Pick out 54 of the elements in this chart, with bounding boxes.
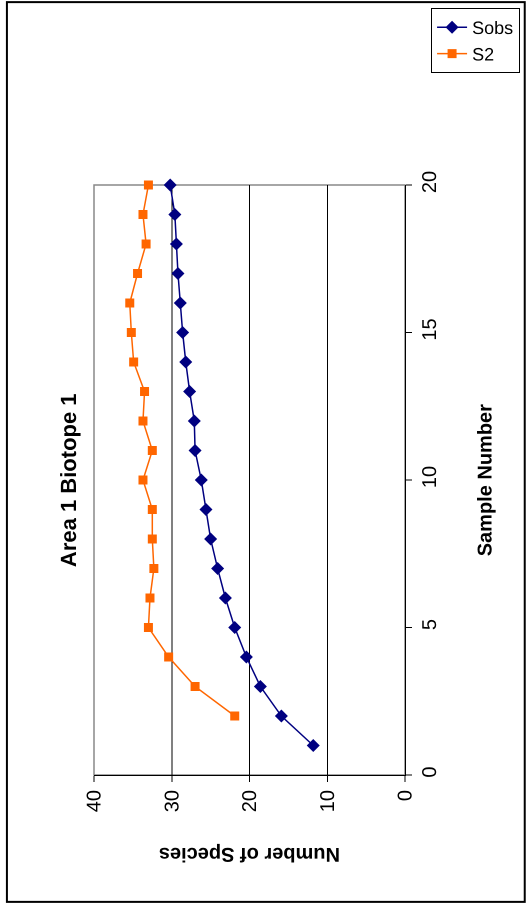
legend-label: Sobs <box>472 18 514 38</box>
point <box>126 328 136 337</box>
point <box>274 710 288 722</box>
point <box>142 240 151 248</box>
x-axis-title: Number of Species <box>158 842 340 865</box>
y-tick-label: 20 <box>419 170 441 194</box>
x-tick-label: 10 <box>316 790 339 812</box>
point <box>144 180 153 190</box>
point <box>183 385 196 398</box>
point <box>240 650 253 664</box>
y-tick-label: 10 <box>419 466 441 488</box>
point <box>211 562 224 575</box>
text: Area 1 Biotope 1 <box>56 393 82 568</box>
point <box>230 712 240 720</box>
point <box>129 358 138 366</box>
point <box>199 503 212 516</box>
point <box>176 326 190 339</box>
point <box>306 739 320 752</box>
point <box>138 416 148 426</box>
point <box>164 652 174 662</box>
point <box>138 476 148 484</box>
y-tick-label: 5 <box>419 618 441 630</box>
point <box>188 414 201 428</box>
y-axis-title: Sample Number <box>474 404 496 556</box>
point <box>228 621 242 634</box>
point <box>133 269 142 278</box>
point <box>148 446 157 455</box>
legend-label: S2 <box>472 44 494 65</box>
point <box>138 210 148 219</box>
point <box>174 296 187 310</box>
point <box>179 356 192 368</box>
point <box>218 592 232 604</box>
x-tick-label: 40 <box>84 790 106 812</box>
point <box>148 505 157 514</box>
point <box>144 623 153 632</box>
x-tick-label: 0 <box>394 790 416 802</box>
point <box>170 238 183 250</box>
point <box>164 178 177 192</box>
x-tick-label: 20 <box>239 790 261 812</box>
point <box>194 474 208 486</box>
point <box>140 387 150 396</box>
point <box>204 532 218 546</box>
point <box>149 564 158 573</box>
y-tick-label: 0 <box>419 766 441 778</box>
point <box>171 267 184 280</box>
y-tick-label: 15 <box>419 318 441 341</box>
point <box>188 444 202 457</box>
point <box>254 680 267 693</box>
point <box>125 298 134 308</box>
point <box>168 208 182 221</box>
x-tick-label: 30 <box>161 790 184 812</box>
point <box>145 594 154 602</box>
point <box>148 534 157 544</box>
point <box>190 682 200 691</box>
